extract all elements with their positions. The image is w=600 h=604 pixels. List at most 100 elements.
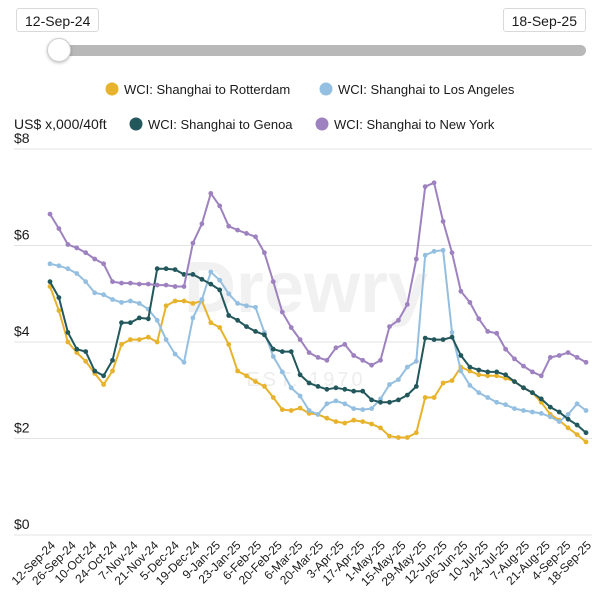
data-point[interactable] xyxy=(119,280,124,286)
data-point[interactable] xyxy=(190,315,196,321)
data-point[interactable] xyxy=(163,266,169,272)
data-point[interactable] xyxy=(127,280,133,286)
data-point[interactable] xyxy=(431,180,437,186)
data-point[interactable] xyxy=(172,267,178,272)
data-point[interactable] xyxy=(110,279,115,285)
data-point[interactable] xyxy=(485,369,491,375)
data-point[interactable] xyxy=(503,372,508,378)
data-point[interactable] xyxy=(235,368,241,374)
data-point[interactable] xyxy=(458,288,464,294)
data-point[interactable] xyxy=(208,191,214,196)
data-point[interactable] xyxy=(136,281,142,287)
data-point[interactable] xyxy=(56,295,62,300)
data-point[interactable] xyxy=(47,211,53,217)
data-point[interactable] xyxy=(217,203,223,209)
data-point[interactable] xyxy=(199,221,205,227)
data-point[interactable] xyxy=(270,346,276,352)
data-point[interactable] xyxy=(127,337,133,342)
data-point[interactable] xyxy=(547,355,553,360)
data-point[interactable] xyxy=(351,406,357,411)
data-point[interactable] xyxy=(449,250,455,256)
data-point[interactable] xyxy=(154,317,160,323)
data-point[interactable] xyxy=(172,351,178,357)
data-point[interactable] xyxy=(56,226,62,232)
data-point[interactable] xyxy=(485,395,491,400)
range-end-date[interactable]: 18-Sep-25 xyxy=(502,8,586,32)
data-point[interactable] xyxy=(467,383,473,388)
data-point[interactable] xyxy=(163,303,169,309)
legend-item[interactable]: WCI: Shanghai to Genoa xyxy=(129,117,294,132)
data-point[interactable] xyxy=(101,292,106,298)
data-point[interactable] xyxy=(306,380,312,386)
data-point[interactable] xyxy=(378,357,383,363)
data-point[interactable] xyxy=(476,367,482,373)
data-point[interactable] xyxy=(449,378,455,383)
data-point[interactable] xyxy=(190,240,196,246)
data-point[interactable] xyxy=(306,350,312,355)
data-point[interactable] xyxy=(387,324,392,329)
data-point[interactable] xyxy=(494,330,500,336)
data-point[interactable] xyxy=(154,282,160,288)
data-point[interactable] xyxy=(101,261,106,267)
data-point[interactable] xyxy=(83,349,89,354)
data-point[interactable] xyxy=(404,302,410,307)
data-point[interactable] xyxy=(342,342,348,347)
data-point[interactable] xyxy=(404,364,410,370)
data-point[interactable] xyxy=(494,369,500,375)
data-point[interactable] xyxy=(431,248,437,254)
data-point[interactable] xyxy=(279,309,285,315)
data-point[interactable] xyxy=(288,349,294,354)
data-point[interactable] xyxy=(351,388,357,394)
data-point[interactable] xyxy=(387,399,392,405)
data-point[interactable] xyxy=(217,287,223,293)
data-point[interactable] xyxy=(333,345,339,351)
data-point[interactable] xyxy=(154,266,160,272)
data-point[interactable] xyxy=(65,266,71,272)
data-point[interactable] xyxy=(440,247,446,253)
data-point[interactable] xyxy=(547,414,553,420)
data-point[interactable] xyxy=(145,316,151,322)
data-point[interactable] xyxy=(530,409,535,415)
data-point[interactable] xyxy=(279,349,285,354)
data-point[interactable] xyxy=(297,405,303,411)
data-point[interactable] xyxy=(119,300,124,305)
data-point[interactable] xyxy=(413,256,419,262)
data-point[interactable] xyxy=(440,337,446,342)
data-point[interactable] xyxy=(342,386,348,392)
data-point[interactable] xyxy=(512,356,517,362)
data-point[interactable] xyxy=(270,279,276,285)
data-point[interactable] xyxy=(83,358,89,364)
data-point[interactable] xyxy=(297,337,303,342)
data-point[interactable] xyxy=(387,433,392,439)
data-point[interactable] xyxy=(458,353,464,358)
data-point[interactable] xyxy=(279,407,285,412)
data-point[interactable] xyxy=(342,420,348,426)
data-point[interactable] xyxy=(217,325,223,330)
data-point[interactable] xyxy=(422,252,428,258)
data-point[interactable] xyxy=(253,329,258,334)
date-range-slider-handle[interactable] xyxy=(47,38,71,62)
data-point[interactable] xyxy=(47,261,53,267)
data-point[interactable] xyxy=(226,223,232,229)
data-point[interactable] xyxy=(235,317,241,323)
data-point[interactable] xyxy=(324,357,330,363)
data-point[interactable] xyxy=(270,354,276,359)
data-point[interactable] xyxy=(565,412,571,417)
data-point[interactable] xyxy=(181,272,187,277)
data-point[interactable] xyxy=(110,357,115,363)
data-point[interactable] xyxy=(538,373,544,379)
data-point[interactable] xyxy=(65,339,71,345)
data-point[interactable] xyxy=(306,408,312,413)
data-point[interactable] xyxy=(235,227,241,233)
data-point[interactable] xyxy=(56,308,62,313)
data-point[interactable] xyxy=(396,397,401,403)
date-range-slider-track[interactable] xyxy=(48,45,586,56)
data-point[interactable] xyxy=(521,408,526,413)
data-point[interactable] xyxy=(342,401,348,407)
data-point[interactable] xyxy=(145,281,151,287)
data-point[interactable] xyxy=(449,330,455,335)
data-point[interactable] xyxy=(181,298,187,304)
data-point[interactable] xyxy=(65,242,71,247)
data-point[interactable] xyxy=(190,301,196,306)
data-point[interactable] xyxy=(172,298,178,304)
